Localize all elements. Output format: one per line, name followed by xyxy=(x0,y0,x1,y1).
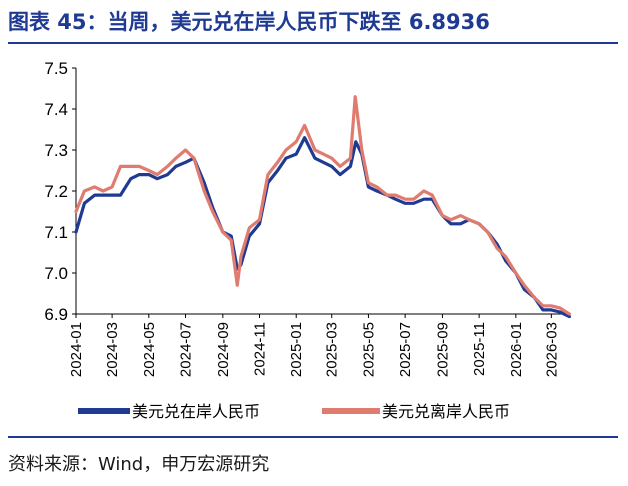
y-tick-label: 7.0 xyxy=(44,264,68,283)
x-tick-label: 2024-05 xyxy=(141,322,158,377)
x-tick-label: 2025-11 xyxy=(471,322,488,376)
legend-label-onshore: 美元兑在岸人民币 xyxy=(132,402,260,421)
x-tick-label: 2025-05 xyxy=(360,322,377,377)
x-tick-label: 2026-03 xyxy=(543,322,560,377)
y-tick-label: 7.4 xyxy=(44,100,68,119)
source-note: 资料来源：Wind，申万宏源研究 xyxy=(8,454,270,475)
chart-legend: 美元兑在岸人民币 美元兑离岸人民币 xyxy=(78,402,510,421)
y-tick-label: 7.3 xyxy=(44,141,68,160)
y-tick-label: 7.2 xyxy=(44,182,68,201)
x-tick-label: 2024-01 xyxy=(68,322,85,377)
y-tick-label: 7.5 xyxy=(44,59,68,78)
chart-series xyxy=(74,95,571,319)
x-tick-label: 2026-01 xyxy=(508,322,525,377)
title-rule xyxy=(8,42,618,44)
x-tick-label: 2024-09 xyxy=(215,322,232,377)
series-line-onshore xyxy=(74,136,571,319)
x-tick-label: 2025-03 xyxy=(324,322,341,377)
x-tick-label: 2025-07 xyxy=(397,322,414,377)
footer-rule xyxy=(8,436,618,438)
y-tick-label: 6.9 xyxy=(44,305,68,324)
x-tick-label: 2025-09 xyxy=(434,322,451,377)
chart-title: 图表 45：当周，美元兑在岸人民币下跌至 6.8936 xyxy=(8,10,490,34)
y-tick-label: 7.1 xyxy=(44,223,68,242)
x-tick-label: 2024-07 xyxy=(178,322,195,377)
legend-label-offshore: 美元兑离岸人民币 xyxy=(382,402,510,421)
x-tick-label: 2025-01 xyxy=(288,322,305,377)
x-tick-label: 2024-11 xyxy=(252,322,269,376)
x-tick-label: 2024-03 xyxy=(104,322,121,377)
series-line-offshore xyxy=(74,95,571,316)
